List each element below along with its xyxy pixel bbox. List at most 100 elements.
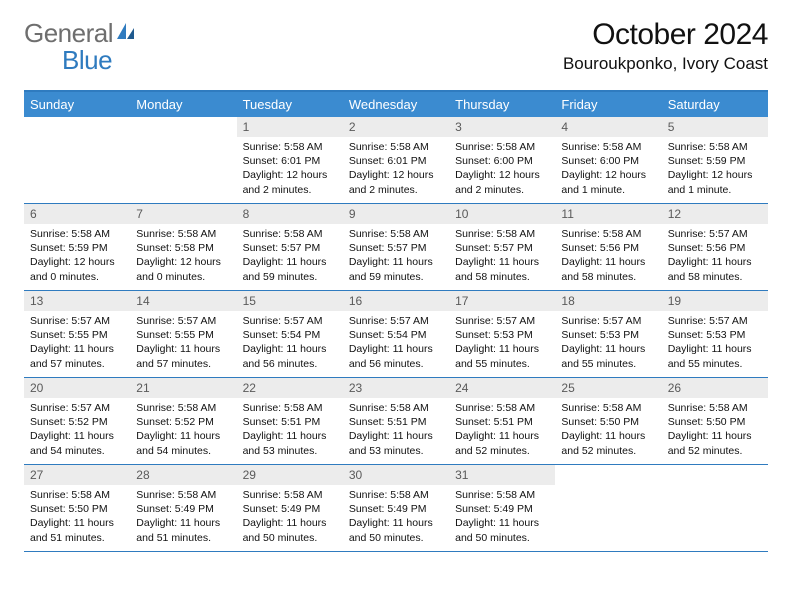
day-details: Sunrise: 5:57 AMSunset: 5:53 PMDaylight:…	[662, 311, 768, 377]
sunset-text: Sunset: 5:57 PM	[455, 241, 549, 255]
day-cell: 24Sunrise: 5:58 AMSunset: 5:51 PMDayligh…	[449, 378, 555, 464]
sunrise-text: Sunrise: 5:58 AM	[136, 488, 230, 502]
day-cell: 29Sunrise: 5:58 AMSunset: 5:49 PMDayligh…	[237, 465, 343, 551]
day-cell	[662, 465, 768, 551]
sunrise-text: Sunrise: 5:58 AM	[455, 488, 549, 502]
sunrise-text: Sunrise: 5:57 AM	[243, 314, 337, 328]
day-details: Sunrise: 5:58 AMSunset: 6:00 PMDaylight:…	[555, 137, 661, 203]
day-number: 22	[237, 378, 343, 398]
day-cell: 21Sunrise: 5:58 AMSunset: 5:52 PMDayligh…	[130, 378, 236, 464]
day-details: Sunrise: 5:58 AMSunset: 5:51 PMDaylight:…	[237, 398, 343, 464]
daylight-text: Daylight: 11 hours and 51 minutes.	[30, 516, 124, 544]
day-header-sat: Saturday	[662, 92, 768, 117]
day-details: Sunrise: 5:57 AMSunset: 5:56 PMDaylight:…	[662, 224, 768, 290]
daylight-text: Daylight: 11 hours and 56 minutes.	[243, 342, 337, 370]
day-number: 21	[130, 378, 236, 398]
day-number: 30	[343, 465, 449, 485]
day-details: Sunrise: 5:58 AMSunset: 6:00 PMDaylight:…	[449, 137, 555, 203]
day-number	[662, 465, 768, 471]
sunrise-text: Sunrise: 5:58 AM	[668, 401, 762, 415]
sunset-text: Sunset: 5:56 PM	[668, 241, 762, 255]
daylight-text: Daylight: 11 hours and 55 minutes.	[561, 342, 655, 370]
day-details: Sunrise: 5:58 AMSunset: 5:50 PMDaylight:…	[24, 485, 130, 551]
day-number: 8	[237, 204, 343, 224]
sunrise-text: Sunrise: 5:58 AM	[30, 488, 124, 502]
sunrise-text: Sunrise: 5:58 AM	[561, 401, 655, 415]
day-number: 4	[555, 117, 661, 137]
day-cell: 3Sunrise: 5:58 AMSunset: 6:00 PMDaylight…	[449, 117, 555, 203]
sunset-text: Sunset: 5:57 PM	[243, 241, 337, 255]
sunset-text: Sunset: 5:54 PM	[243, 328, 337, 342]
day-cell: 31 Sunrise: 5:58 AMSunset: 5:49 PMDayligh…	[449, 465, 555, 551]
daylight-text: Daylight: 12 hours and 2 minutes.	[243, 168, 337, 196]
day-cell: 8Sunrise: 5:58 AMSunset: 5:57 PMDaylight…	[237, 204, 343, 290]
sunset-text: Sunset: 5:53 PM	[561, 328, 655, 342]
day-details: Sunrise: 5:57 AMSunset: 5:54 PMDaylight:…	[343, 311, 449, 377]
day-number: 25	[555, 378, 661, 398]
sunrise-text: Sunrise: 5:58 AM	[243, 140, 337, 154]
daylight-text: Daylight: 11 hours and 59 minutes.	[243, 255, 337, 283]
day-cell	[555, 465, 661, 551]
day-number: 2	[343, 117, 449, 137]
daylight-text: Daylight: 11 hours and 54 minutes.	[136, 429, 230, 457]
sunrise-text: Sunrise: 5:58 AM	[349, 488, 443, 502]
sunrise-text: Sunrise: 5:58 AM	[455, 140, 549, 154]
daylight-text: Daylight: 11 hours and 58 minutes.	[455, 255, 549, 283]
sunset-text: Sunset: 5:59 PM	[668, 154, 762, 168]
daylight-text: Daylight: 11 hours and 53 minutes.	[243, 429, 337, 457]
day-header-row: Sunday Monday Tuesday Wednesday Thursday…	[24, 92, 768, 117]
sunrise-text: Sunrise: 5:57 AM	[30, 314, 124, 328]
daylight-text: Daylight: 11 hours and 50 minutes.	[455, 516, 549, 544]
day-cell: 25Sunrise: 5:58 AMSunset: 5:50 PMDayligh…	[555, 378, 661, 464]
day-details: Sunrise: 5:58 AMSunset: 5:52 PMDaylight:…	[130, 398, 236, 464]
day-header-tue: Tuesday	[237, 92, 343, 117]
daylight-text: Daylight: 11 hours and 50 minutes.	[349, 516, 443, 544]
daylight-text: Daylight: 11 hours and 51 minutes.	[136, 516, 230, 544]
sunset-text: Sunset: 5:49 PM	[455, 502, 549, 516]
sunrise-text: Sunrise: 5:58 AM	[136, 401, 230, 415]
day-details: Sunrise: 5:57 AMSunset: 5:52 PMDaylight:…	[24, 398, 130, 464]
day-number: 31	[449, 465, 555, 485]
day-cell: 12Sunrise: 5:57 AMSunset: 5:56 PMDayligh…	[662, 204, 768, 290]
brand-text-blue: Blue	[62, 45, 112, 76]
sunset-text: Sunset: 5:50 PM	[561, 415, 655, 429]
day-header-mon: Monday	[130, 92, 236, 117]
day-details: Sunrise: 5:58 AMSunset: 5:50 PMDaylight:…	[662, 398, 768, 464]
sunset-text: Sunset: 5:55 PM	[136, 328, 230, 342]
day-number: 17	[449, 291, 555, 311]
daylight-text: Daylight: 12 hours and 2 minutes.	[455, 168, 549, 196]
month-title: October 2024	[563, 18, 768, 52]
location-text: Bouroukponko, Ivory Coast	[563, 54, 768, 74]
day-cell: 27Sunrise: 5:58 AMSunset: 5:50 PMDayligh…	[24, 465, 130, 551]
daylight-text: Daylight: 11 hours and 52 minutes.	[455, 429, 549, 457]
day-cell: 5Sunrise: 5:58 AMSunset: 5:59 PMDaylight…	[662, 117, 768, 203]
daylight-text: Daylight: 12 hours and 1 minute.	[668, 168, 762, 196]
day-cell: 16Sunrise: 5:57 AMSunset: 5:54 PMDayligh…	[343, 291, 449, 377]
daylight-text: Daylight: 11 hours and 57 minutes.	[30, 342, 124, 370]
day-details: Sunrise: 5:58 AMSunset: 5:57 PMDaylight:…	[343, 224, 449, 290]
week-row: 13Sunrise: 5:57 AMSunset: 5:55 PMDayligh…	[24, 291, 768, 378]
sunrise-text: Sunrise: 5:58 AM	[136, 227, 230, 241]
day-cell: 1Sunrise: 5:58 AMSunset: 6:01 PMDaylight…	[237, 117, 343, 203]
day-cell: 11Sunrise: 5:58 AMSunset: 5:56 PMDayligh…	[555, 204, 661, 290]
day-number: 19	[662, 291, 768, 311]
sunrise-text: Sunrise: 5:58 AM	[455, 401, 549, 415]
sunset-text: Sunset: 5:54 PM	[349, 328, 443, 342]
day-number: 11	[555, 204, 661, 224]
daylight-text: Daylight: 11 hours and 58 minutes.	[668, 255, 762, 283]
day-details: Sunrise: 5:57 AMSunset: 5:55 PMDaylight:…	[130, 311, 236, 377]
day-cell: 26Sunrise: 5:58 AMSunset: 5:50 PMDayligh…	[662, 378, 768, 464]
brand-sail-icon	[115, 21, 137, 46]
day-details: Sunrise: 5:58 AMSunset: 6:01 PMDaylight:…	[343, 137, 449, 203]
day-cell: 20Sunrise: 5:57 AMSunset: 5:52 PMDayligh…	[24, 378, 130, 464]
daylight-text: Daylight: 11 hours and 57 minutes.	[136, 342, 230, 370]
title-block: October 2024 Bouroukponko, Ivory Coast	[563, 18, 768, 74]
sunset-text: Sunset: 5:56 PM	[561, 241, 655, 255]
sunrise-text: Sunrise: 5:58 AM	[349, 140, 443, 154]
day-cell: 30Sunrise: 5:58 AMSunset: 5:49 PMDayligh…	[343, 465, 449, 551]
day-details: Sunrise: 5:58 AMSunset: 5:59 PMDaylight:…	[662, 137, 768, 203]
day-cell: 28Sunrise: 5:58 AMSunset: 5:49 PMDayligh…	[130, 465, 236, 551]
daylight-text: Daylight: 11 hours and 55 minutes.	[455, 342, 549, 370]
day-details: Sunrise: 5:58 AMSunset: 5:49 PMDaylight:…	[130, 485, 236, 551]
day-number: 14	[130, 291, 236, 311]
